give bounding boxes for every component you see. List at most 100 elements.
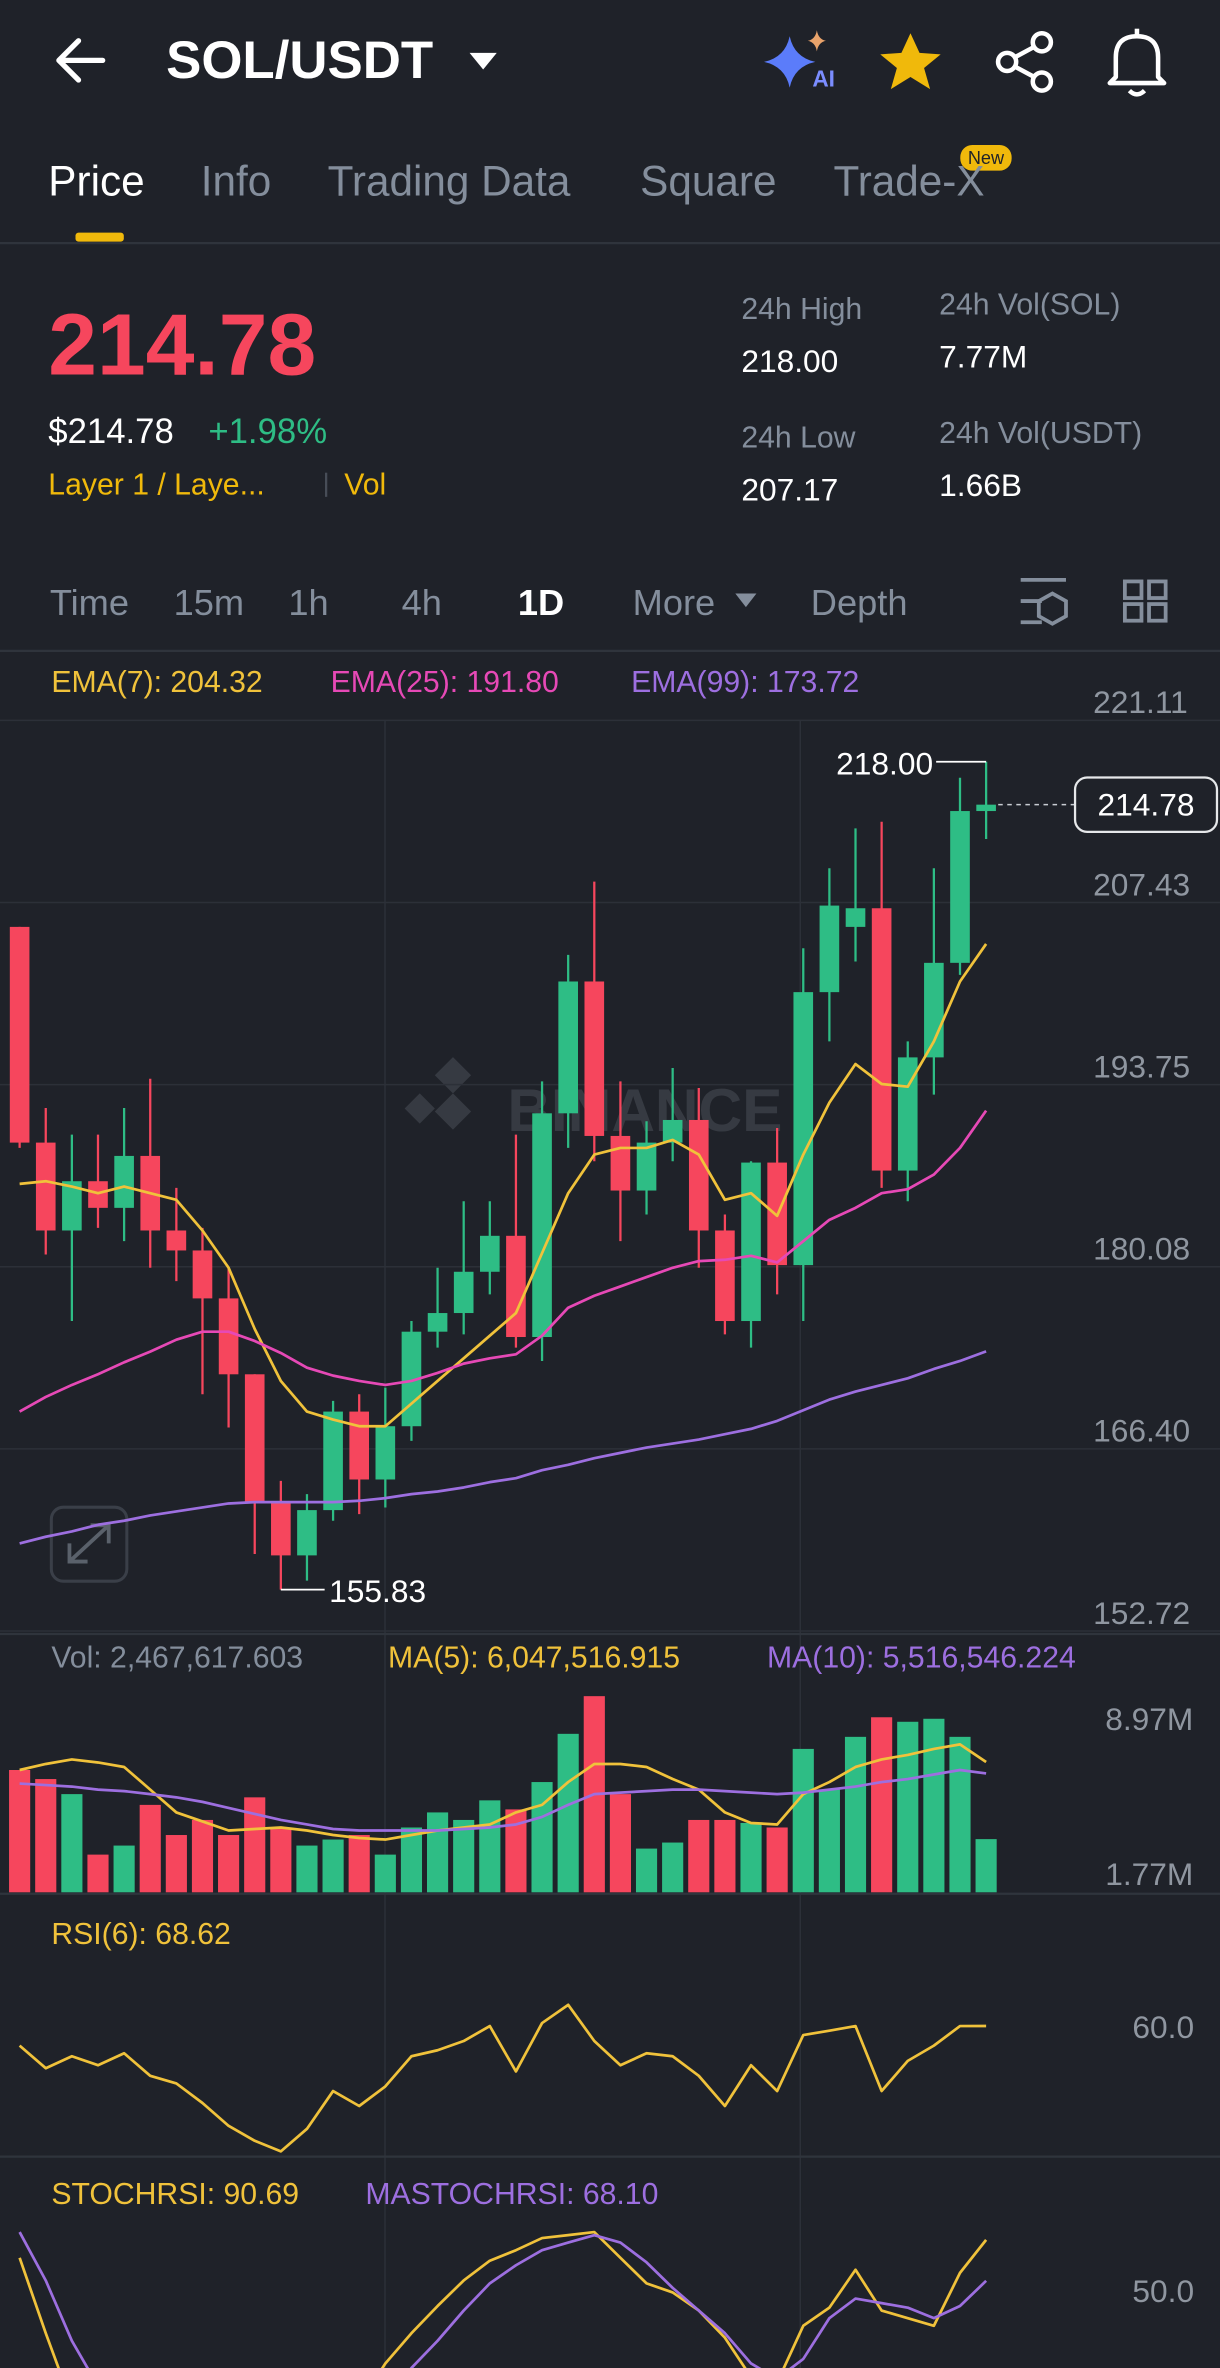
- last-price-box: [1073, 776, 1219, 833]
- tab[interactable]: Trade-X: [833, 158, 984, 205]
- volume-bar: [871, 1717, 893, 1893]
- ema-line: [19, 943, 988, 1428]
- stochrsi-line: [18, 2231, 988, 2368]
- volume-bar: [975, 1839, 997, 1893]
- ema-line: [18, 1109, 988, 1413]
- ema-legend: EMA(99): 173.72: [631, 666, 859, 699]
- interval-tab[interactable]: 15m: [174, 582, 244, 623]
- ai-sparkle-small: [807, 30, 826, 52]
- interval-tab[interactable]: Time: [50, 582, 129, 623]
- share-node: [995, 50, 1019, 74]
- interval-tab[interactable]: 4h: [402, 582, 442, 623]
- ai-button[interactable]: AI: [764, 30, 835, 92]
- stat-label: 24h Low: [741, 421, 855, 454]
- volume-bar: [923, 1718, 945, 1893]
- volume-bar: [400, 1827, 423, 1893]
- more-dropdown[interactable]: [735, 593, 757, 608]
- watermark-logo: [404, 1057, 472, 1130]
- stochrsi-line: [18, 2230, 988, 2368]
- volume-bar: [322, 1839, 344, 1893]
- new-badge: [960, 144, 1012, 171]
- price-change: +1.98%: [208, 413, 327, 451]
- layout-cell: [1147, 579, 1168, 600]
- candle-body: [166, 1230, 187, 1251]
- sector-tag[interactable]: Layer 1 / Laye...: [48, 468, 264, 501]
- layout-cell: [1122, 579, 1144, 600]
- stochrsi-legend: STOCHRSI: 90.69: [51, 2178, 299, 2211]
- stat-value: 1.66B: [939, 467, 1022, 503]
- volume-bar: [165, 1835, 187, 1893]
- share-links: [1013, 44, 1036, 80]
- candle-body: [244, 1374, 265, 1503]
- high-label: 218.00: [836, 745, 933, 781]
- active-tab-indicator: [75, 232, 124, 242]
- price-axis-label: 221.11: [1093, 684, 1188, 720]
- layout-cell: [1122, 602, 1144, 623]
- candle-body: [976, 804, 996, 812]
- tab[interactable]: Price: [48, 158, 144, 205]
- volume-bar: [818, 1789, 840, 1893]
- tab[interactable]: Info: [201, 158, 271, 205]
- watermark-text: BINANCE: [507, 1076, 782, 1144]
- rsi-legend: RSI(6): 68.62: [51, 1918, 231, 1951]
- candle-body: [427, 1313, 448, 1332]
- candle-body: [924, 962, 944, 1058]
- stat-value: 207.17: [741, 471, 838, 507]
- interval-tab[interactable]: 1h: [288, 582, 328, 623]
- volume-ma-line: [19, 1743, 987, 1841]
- volume-bar: [218, 1835, 240, 1893]
- candle-body: [662, 1119, 683, 1143]
- tab[interactable]: Square: [640, 158, 776, 205]
- volume-bar: [270, 1827, 292, 1893]
- candle-body: [506, 1235, 526, 1338]
- low-label: 155.83: [329, 1573, 426, 1609]
- vol-tag[interactable]: Vol: [344, 468, 386, 501]
- tab[interactable]: Trading Data: [328, 158, 571, 205]
- share-node: [1030, 70, 1054, 93]
- share-node: [1030, 30, 1054, 54]
- expand-chart[interactable]: [49, 1505, 129, 1583]
- volume-bar: [374, 1854, 396, 1893]
- price-axis-label: 193.75: [1093, 1049, 1190, 1085]
- volume-axis-label: 1.77M: [1105, 1856, 1193, 1892]
- volume-bar: [714, 1819, 736, 1893]
- candle-body: [453, 1271, 474, 1314]
- volume-bar: [688, 1819, 710, 1893]
- stat-label: 24h High: [741, 293, 862, 326]
- price-axis-label: 166.40: [1093, 1413, 1190, 1449]
- candle-body: [636, 1142, 657, 1191]
- favorite-star[interactable]: [880, 33, 941, 90]
- volume-bar: [113, 1845, 135, 1893]
- share-button[interactable]: [995, 30, 1054, 93]
- rsi-line: [18, 2003, 987, 2153]
- alert-bell[interactable]: [1107, 28, 1167, 97]
- volume-ma-legend: MA(10): 5,516,546.224: [767, 1642, 1076, 1675]
- volume-bar: [296, 1845, 318, 1893]
- interval-tab[interactable]: More: [633, 582, 716, 623]
- indicator-settings-icon: [1036, 591, 1068, 626]
- interval-tab[interactable]: Depth: [811, 582, 908, 623]
- candle-body: [479, 1235, 500, 1272]
- rsi-axis-label: 60.0: [1132, 2009, 1194, 2045]
- back-button[interactable]: [56, 38, 106, 83]
- volume-bar: [348, 1835, 370, 1893]
- candle-body: [9, 926, 30, 1143]
- stat-label: 24h Vol(SOL): [939, 289, 1120, 322]
- volume-bar: [531, 1782, 553, 1893]
- volume-axis-label: 8.97M: [1105, 1701, 1193, 1737]
- volume-bar: [949, 1736, 971, 1893]
- interval-tab[interactable]: 1D: [518, 582, 564, 623]
- candle-body: [610, 1135, 631, 1191]
- stat-label: 24h Vol(USDT): [939, 417, 1142, 450]
- candle-body: [401, 1331, 422, 1427]
- layout-toggle[interactable]: [1122, 579, 1168, 623]
- volume-bar: [61, 1794, 83, 1893]
- ai-label: AI: [812, 66, 835, 92]
- volume-bar: [844, 1736, 867, 1893]
- volume-bar: [35, 1779, 57, 1893]
- candle-body: [192, 1250, 213, 1299]
- pair-title[interactable]: SOL/USDT: [166, 31, 433, 90]
- pair-dropdown[interactable]: [469, 52, 497, 70]
